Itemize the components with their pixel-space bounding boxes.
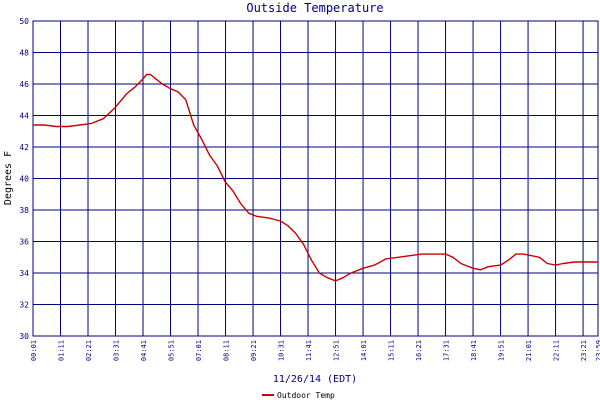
y-tick-label: 40 [19,175,29,184]
x-tick-label: 16:21 [415,340,423,361]
x-tick-label: 18:41 [470,340,478,361]
y-tick-labels: 30 32 34 36 38 40 42 44 46 48 50 [19,17,29,341]
x-tick-label: 12:51 [333,340,341,361]
x-tick-label: 17:31 [443,340,451,361]
x-tick-label: 19:51 [498,340,506,361]
x-tick-label: 22:11 [553,340,561,361]
x-tick-label: 23:21 [580,340,588,361]
x-tick-label: 08:11 [223,340,231,361]
y-tick-label: 44 [19,112,29,121]
x-tick-label: 14:01 [360,340,368,361]
y-tick-label: 38 [19,206,29,215]
y-tick-label: 42 [19,143,29,152]
x-tick-label: 01:11 [58,340,66,361]
x-tick-label: 02:21 [85,340,93,361]
y-tick-label: 50 [19,17,29,26]
outdoor-temp-line [33,73,598,282]
y-tick-label: 34 [19,269,29,278]
y-tick-label: 32 [19,301,29,310]
chart-title: Outside Temperature [246,1,383,15]
x-axis-label: 11/26/14 (EDT) [273,374,357,385]
x-tick-labels: 00:01 01:11 02:21 03:31 04:41 05:51 07:01 08:11… [30,340,600,361]
y-tick-label: 36 [19,238,29,247]
plot-frame [32,20,599,337]
x-tick-label: 05:51 [168,340,176,361]
y-tick-label: 48 [19,49,29,58]
x-tick-label: 10:31 [278,340,286,361]
y-axis-label: Degrees F [3,151,14,205]
x-tick-label: 00:01 [30,340,38,361]
legend-label-outdoor-temp: Outdoor Temp [277,391,335,400]
x-tick-label: 07:01 [195,340,203,361]
x-tick-label: 21:01 [525,340,533,361]
x-tick-label: 03:31 [113,340,121,361]
x-tick-label: 09:21 [250,340,258,361]
x-tick-label: 15:11 [388,340,396,361]
x-tick-label: 23:59 [595,340,600,361]
x-tick-label: 04:41 [140,340,148,361]
y-tick-label: 46 [19,80,29,89]
y-tick-label: 30 [19,332,29,341]
x-tick-label: 11:41 [305,340,313,361]
